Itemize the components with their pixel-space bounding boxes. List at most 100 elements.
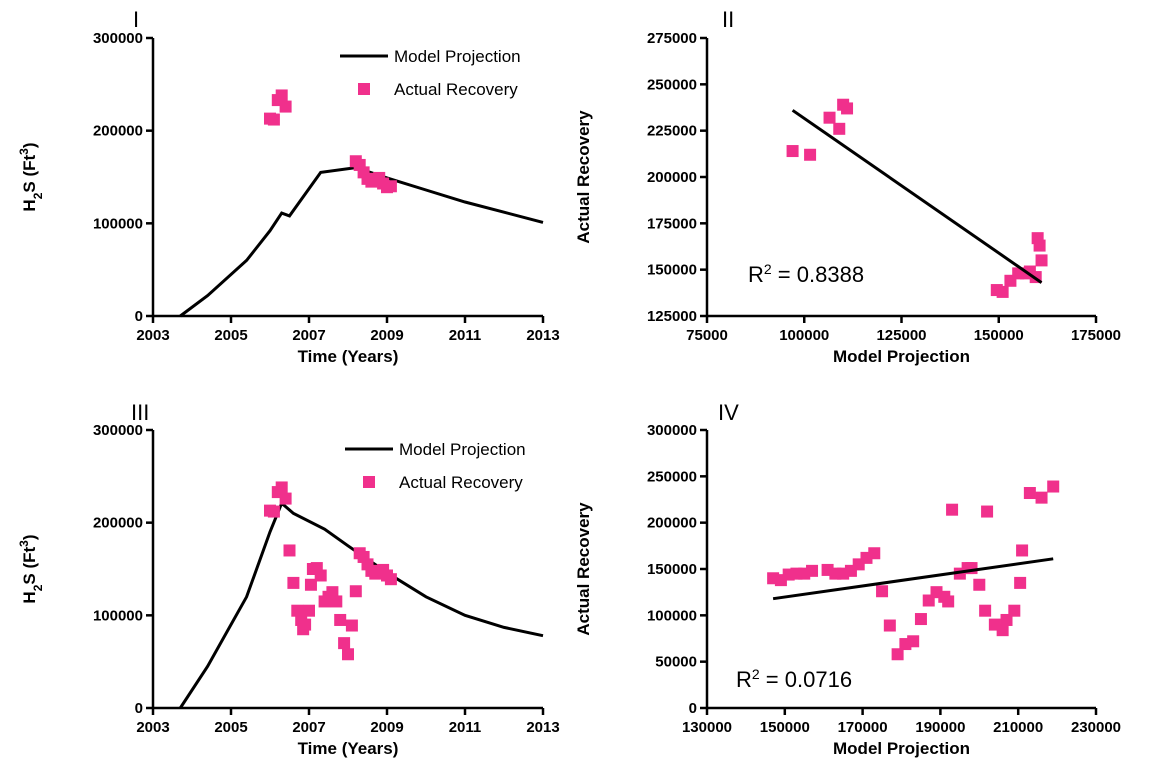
data-point bbox=[349, 585, 362, 598]
y-tick-label: 200000 bbox=[93, 515, 143, 532]
y-tick-label: 100000 bbox=[647, 607, 697, 624]
y-tick-label: 200000 bbox=[647, 515, 697, 532]
y-tick-label: 0 bbox=[689, 700, 697, 717]
data-point bbox=[883, 619, 896, 632]
data-point bbox=[279, 492, 292, 505]
data-point bbox=[267, 113, 280, 126]
data-point bbox=[979, 604, 992, 617]
panel-label: III bbox=[131, 400, 149, 425]
data-point bbox=[946, 503, 959, 516]
x-tick-label: 210000 bbox=[993, 719, 1043, 736]
y-tick-label: 250000 bbox=[647, 468, 697, 485]
data-point bbox=[806, 564, 819, 577]
x-tick-label: 2003 bbox=[136, 719, 169, 736]
legend-line-label: Model Projection bbox=[394, 47, 521, 66]
data-point bbox=[1023, 487, 1036, 500]
y-tick-label: 100000 bbox=[93, 215, 143, 232]
panel-2: 125000 150000 175000 200000 225000 250000 2750… bbox=[574, 7, 1121, 366]
y-axis-label: Actual Recovery bbox=[574, 502, 593, 636]
y-tick-label: 150000 bbox=[647, 561, 697, 578]
panel-label: IV bbox=[718, 400, 739, 425]
data-point bbox=[342, 648, 354, 661]
data-point bbox=[384, 573, 397, 586]
y-tick-label: 300000 bbox=[647, 422, 697, 439]
x-tick-label: 2005 bbox=[214, 327, 247, 344]
x-tick-label: 150000 bbox=[974, 327, 1024, 344]
data-point bbox=[304, 578, 317, 591]
data-point bbox=[1035, 491, 1048, 504]
data-point bbox=[314, 569, 327, 582]
data-point bbox=[1014, 576, 1027, 589]
data-point bbox=[326, 586, 339, 599]
data-point bbox=[1035, 254, 1048, 267]
legend-points-swatch bbox=[363, 476, 375, 488]
y-tick-label: 300000 bbox=[93, 30, 143, 47]
series-line bbox=[179, 500, 544, 709]
data-point bbox=[907, 635, 920, 648]
series-line bbox=[179, 166, 544, 318]
series-points bbox=[767, 480, 1060, 661]
series-line bbox=[791, 109, 1043, 284]
y-tick-label: 50000 bbox=[655, 654, 697, 671]
panel-label: II bbox=[722, 7, 734, 32]
data-point bbox=[291, 604, 304, 617]
x-tick-label: 190000 bbox=[915, 719, 965, 736]
x-tick-label: 175000 bbox=[1071, 327, 1121, 344]
x-tick-label: 75000 bbox=[686, 327, 728, 344]
y-tick-label: 100000 bbox=[93, 607, 143, 624]
y-tick-label: 125000 bbox=[647, 308, 697, 325]
legend-line-label: Model Projection bbox=[399, 440, 526, 459]
x-tick-label: 130000 bbox=[682, 719, 732, 736]
data-point bbox=[973, 578, 986, 591]
data-point bbox=[996, 624, 1009, 637]
x-tick-label: 100000 bbox=[779, 327, 829, 344]
y-tick-label: 225000 bbox=[647, 123, 697, 140]
x-tick-label: 2007 bbox=[292, 719, 325, 736]
data-point bbox=[914, 613, 927, 626]
data-point bbox=[1000, 613, 1013, 626]
data-point bbox=[267, 505, 280, 518]
x-axis-label: Time (Years) bbox=[298, 347, 399, 366]
data-point bbox=[283, 544, 296, 557]
x-axis-label: Model Projection bbox=[833, 739, 970, 758]
r-squared-label: R2 = 0.0716 bbox=[736, 666, 852, 692]
data-point bbox=[942, 595, 955, 608]
panel-3: 0 100000 200000 300000 2003 2005 2007 2009 2011 2… bbox=[17, 400, 560, 758]
data-point bbox=[868, 547, 881, 560]
y-tick-label: 200000 bbox=[93, 123, 143, 140]
data-point bbox=[275, 89, 288, 102]
data-point bbox=[275, 481, 288, 494]
panel-4: 0 50000 100000 150000 200000 250000 300000 1300… bbox=[574, 400, 1121, 758]
data-point bbox=[287, 576, 300, 589]
y-axis-label: H2S (Ft3) bbox=[17, 142, 45, 211]
y-tick-label: 300000 bbox=[93, 422, 143, 439]
data-point bbox=[833, 122, 846, 135]
data-point bbox=[876, 585, 889, 598]
data-point bbox=[891, 648, 904, 661]
y-axis-label: Actual Recovery bbox=[574, 110, 593, 244]
x-tick-label: 2011 bbox=[449, 327, 482, 344]
data-point bbox=[1033, 239, 1046, 252]
y-tick-label: 275000 bbox=[647, 30, 697, 47]
data-point bbox=[345, 619, 358, 632]
data-point bbox=[299, 618, 312, 631]
data-point bbox=[330, 595, 343, 608]
legend-points-label: Actual Recovery bbox=[399, 473, 523, 492]
data-point bbox=[1012, 267, 1025, 280]
data-point bbox=[1016, 544, 1029, 557]
y-tick-label: 0 bbox=[135, 308, 143, 325]
legend-points-swatch bbox=[358, 83, 370, 95]
data-point bbox=[279, 100, 292, 113]
legend-points-label: Actual Recovery bbox=[394, 80, 518, 99]
x-axis-label: Model Projection bbox=[833, 347, 970, 366]
y-tick-label: 250000 bbox=[647, 76, 697, 93]
x-tick-label: 125000 bbox=[876, 327, 926, 344]
x-tick-label: 230000 bbox=[1071, 719, 1121, 736]
x-tick-label: 2003 bbox=[136, 327, 169, 344]
y-tick-label: 200000 bbox=[647, 169, 697, 186]
x-tick-label: 2013 bbox=[526, 327, 559, 344]
data-point bbox=[338, 637, 351, 650]
data-point bbox=[786, 145, 799, 158]
x-tick-label: 2009 bbox=[370, 327, 403, 344]
